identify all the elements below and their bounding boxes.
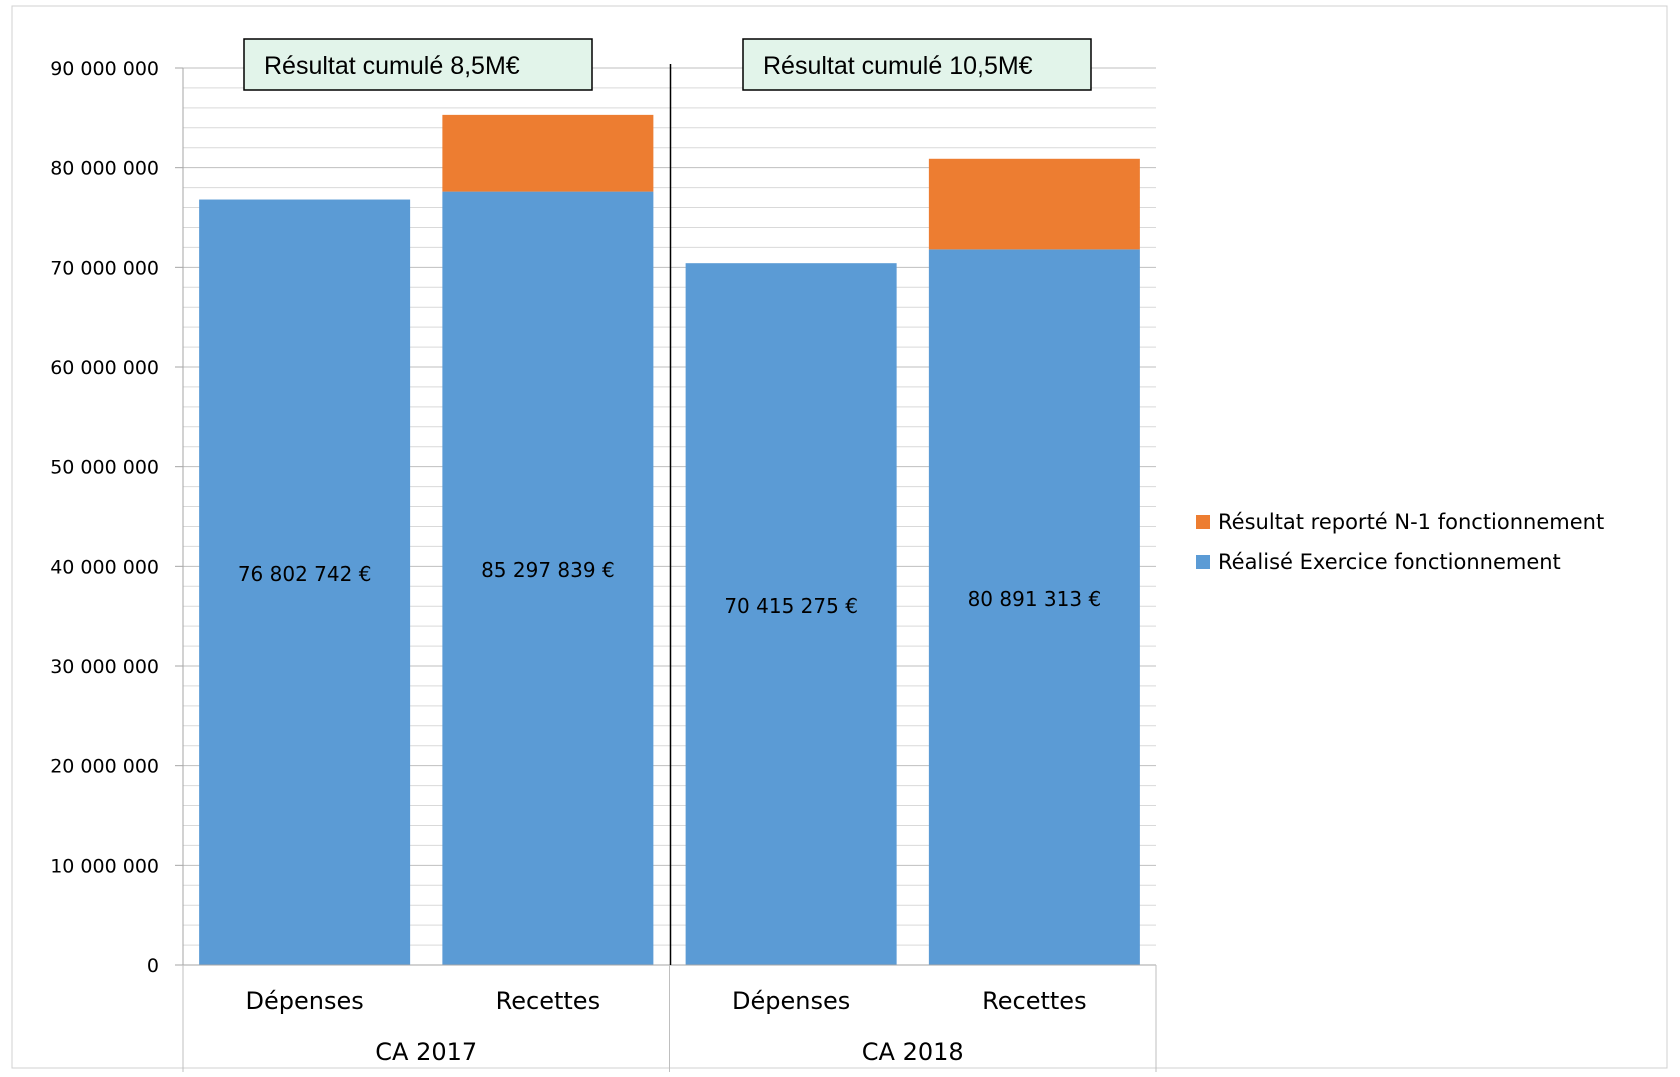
y-tick-label: 30 000 000 bbox=[50, 656, 159, 678]
annotation-text: Résultat cumulé 10,5M€ bbox=[763, 52, 1033, 80]
bar-resultat-reporte bbox=[442, 114, 654, 192]
x-category-label: Dépenses bbox=[246, 987, 364, 1015]
legend-swatch bbox=[1196, 555, 1210, 569]
y-tick-label: 40 000 000 bbox=[50, 556, 159, 578]
bar-realise bbox=[442, 191, 654, 965]
annotations: Résultat cumulé 8,5M€ Résultat cumulé 10,… bbox=[243, 38, 1092, 91]
y-tick-label: 10 000 000 bbox=[50, 855, 159, 877]
bars bbox=[199, 114, 1140, 966]
y-tick-label: 70 000 000 bbox=[50, 257, 159, 279]
annotation-box bbox=[742, 38, 1092, 91]
data-label: 70 415 275 € bbox=[724, 594, 858, 618]
y-tick-label: 60 000 000 bbox=[50, 357, 159, 379]
bar-realise bbox=[199, 199, 411, 966]
bar-realise bbox=[928, 249, 1140, 966]
bar-realise bbox=[685, 263, 897, 965]
legend-label: Réalisé Exercice fonctionnement bbox=[1218, 550, 1561, 574]
data-label: 85 297 839 € bbox=[481, 558, 615, 582]
y-tick-label: 20 000 000 bbox=[50, 756, 159, 778]
x-group-label: CA 2017 bbox=[375, 1038, 477, 1066]
bar-resultat-reporte bbox=[928, 158, 1140, 250]
y-tick-label: 90 000 000 bbox=[50, 58, 159, 80]
annotation-box bbox=[243, 38, 593, 91]
x-category-label: Dépenses bbox=[732, 987, 850, 1015]
annotation-text: Résultat cumulé 8,5M€ bbox=[264, 52, 520, 80]
x-group-label: CA 2018 bbox=[862, 1038, 964, 1066]
data-labels: 76 802 742 € 85 297 839 € 70 415 275 € 80 8… bbox=[238, 558, 1101, 618]
y-tick-label: 0 bbox=[147, 955, 159, 977]
legend-label: Résultat reporté N-1 fonctionnement bbox=[1218, 510, 1604, 534]
axes: 0 10 000 000 20 000 000 30 000 000 40 000 00… bbox=[50, 58, 1157, 1072]
data-label: 76 802 742 € bbox=[238, 562, 372, 586]
data-label: 80 891 313 € bbox=[968, 587, 1102, 611]
legend: Résultat reporté N-1 fonctionnement Réali… bbox=[1196, 510, 1604, 574]
x-category-label: Recettes bbox=[496, 987, 600, 1015]
x-category-label: Recettes bbox=[982, 987, 1086, 1015]
y-tick-label: 80 000 000 bbox=[50, 158, 159, 180]
y-tick-label: 50 000 000 bbox=[50, 457, 159, 479]
legend-swatch bbox=[1196, 515, 1210, 529]
